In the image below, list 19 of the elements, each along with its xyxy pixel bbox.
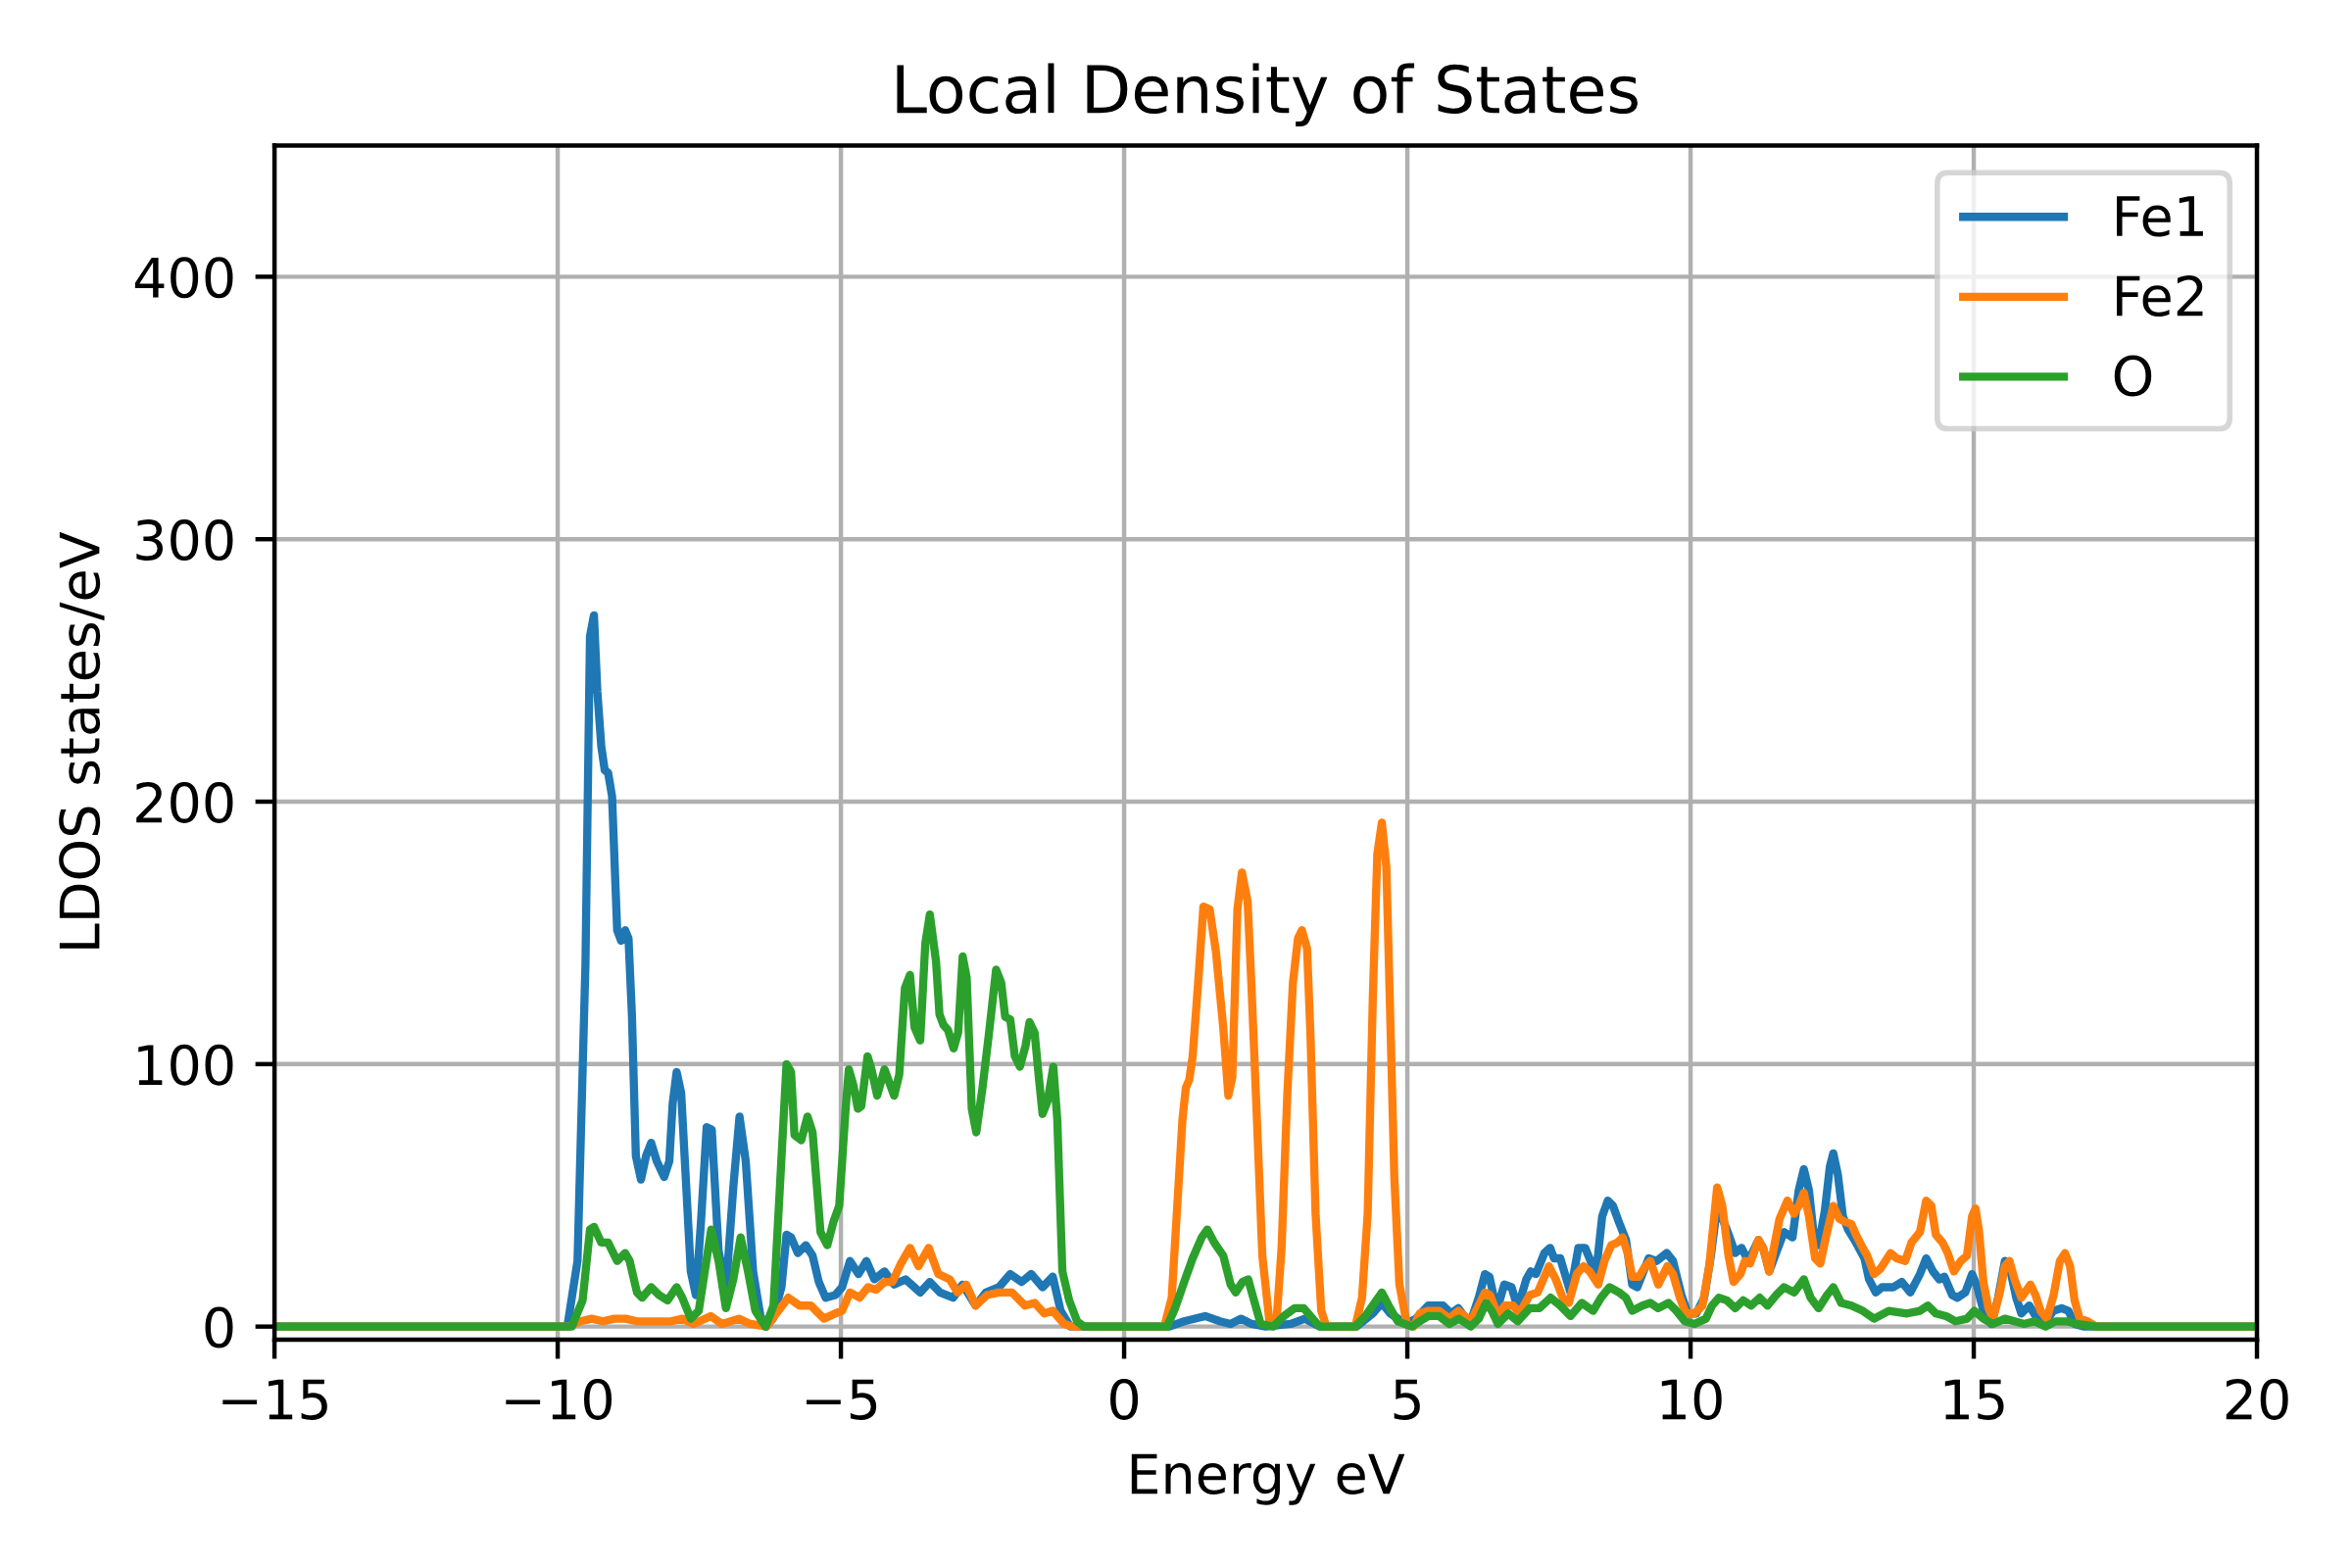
x-tick-label: 20 — [2226, 1378, 2288, 1420]
x-axis-title: Energy eV — [1131, 1453, 1405, 1505]
y-tick-label: 200 — [136, 781, 233, 823]
y-tick-label: 100 — [138, 1044, 233, 1086]
chart-title: Local Density of States — [897, 63, 1638, 127]
x-tick-label: 0 — [1110, 1378, 1139, 1420]
y-tick-label: 400 — [134, 257, 233, 299]
legend-label: Fe1 — [2117, 196, 2203, 237]
x-tick-label: −10 — [506, 1378, 612, 1420]
y-tick-label: 0 — [205, 1306, 233, 1348]
x-tick-label: 5 — [1394, 1379, 1420, 1420]
y-tick-label: 300 — [136, 519, 233, 562]
x-tick-label: 10 — [1661, 1378, 1722, 1420]
x-tick-label: 15 — [1944, 1379, 2004, 1420]
y-axis-title: LDOS states/eV — [59, 531, 105, 949]
legend-label: O — [2114, 355, 2152, 397]
x-tick-label: −5 — [807, 1379, 877, 1420]
x-tick-label: −15 — [222, 1379, 327, 1420]
legend-label: Fe2 — [2117, 275, 2203, 318]
